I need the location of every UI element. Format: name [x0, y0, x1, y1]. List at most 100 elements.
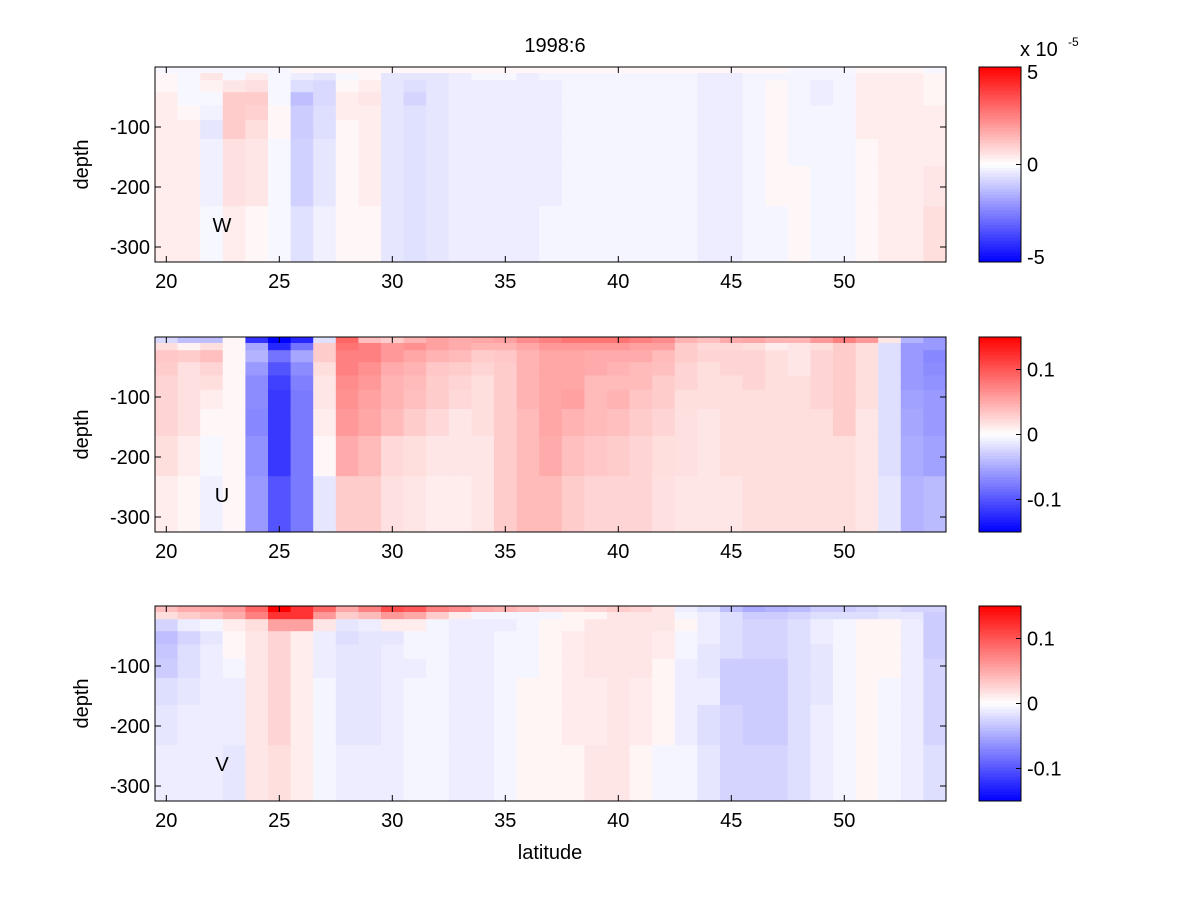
heatmap-cell — [561, 139, 585, 167]
heatmap-cell — [290, 389, 314, 410]
heatmap-cell — [697, 343, 721, 351]
heatmap-cell — [787, 612, 811, 620]
x-tick-label: 25 — [268, 271, 290, 293]
heatmap-cell — [742, 631, 766, 645]
colorbar-segment — [979, 112, 1021, 117]
heatmap-cell — [810, 658, 834, 679]
heatmap-cell — [584, 67, 608, 74]
heatmap-cell — [878, 139, 902, 167]
heatmap-cell — [855, 658, 879, 679]
colorbar-segment — [979, 727, 1021, 732]
heatmap-cell — [245, 92, 269, 106]
colorbar-segment — [979, 391, 1021, 396]
heatmap-cell — [652, 343, 676, 351]
colorbar-segment — [979, 385, 1021, 390]
heatmap-cell — [200, 105, 224, 121]
heatmap-cell — [810, 619, 834, 632]
heatmap-cell — [674, 389, 698, 410]
heatmap-cell — [471, 619, 495, 632]
heatmap-cell — [787, 166, 811, 207]
heatmap-cell — [787, 658, 811, 679]
heatmap-cell — [403, 644, 427, 660]
heatmap-cell — [177, 92, 201, 106]
heatmap-cell — [358, 350, 382, 363]
colorbar-segment — [979, 70, 1021, 74]
heatmap-cell — [448, 92, 472, 106]
heatmap-cell — [833, 644, 857, 660]
colorbar-segment — [979, 185, 1021, 190]
colorbar-segment — [979, 76, 1021, 80]
heatmap-cell — [561, 619, 585, 632]
heatmap-cell — [335, 745, 359, 802]
heatmap-cell — [584, 612, 608, 620]
heatmap-cell — [426, 631, 450, 645]
heatmap-cell — [629, 119, 653, 140]
heatmap-cell — [381, 745, 405, 802]
heatmap-cell — [765, 343, 789, 351]
colorbar-tick-label: -5 — [1027, 247, 1045, 269]
panel-u: 20 25 30 35 40 45 50 -100 -200 -300 depth U 0.1 0 -0.1 — [71, 336, 1061, 563]
heatmap-cell — [290, 343, 314, 351]
heatmap-cell — [335, 658, 359, 679]
heatmap-cell — [787, 678, 811, 706]
heatmap-cell — [494, 80, 518, 93]
heatmap-cell — [900, 337, 924, 344]
colorbar-tick-label: 0 — [1027, 425, 1038, 447]
heatmap-cell — [516, 362, 540, 376]
colorbar-segment — [979, 194, 1021, 199]
heatmap-cell — [629, 409, 653, 437]
heatmap-cell — [335, 644, 359, 660]
colorbar-segment — [979, 204, 1021, 208]
heatmap-cell — [765, 678, 789, 706]
heatmap-cell — [787, 92, 811, 106]
heatmap-cell — [787, 606, 811, 613]
heatmap-cell — [403, 139, 427, 167]
heatmap-cell — [561, 389, 585, 410]
panel-label: W — [213, 215, 232, 237]
heatmap-cell — [516, 705, 540, 746]
heatmap-cell — [448, 105, 472, 121]
heatmap-cell — [335, 362, 359, 376]
heatmap-cell — [697, 80, 721, 93]
heatmap-cell — [245, 678, 269, 706]
heatmap-cell — [403, 73, 427, 81]
colorbar-segment — [979, 258, 1021, 263]
heatmap-cell — [584, 389, 608, 410]
heatmap-cell — [878, 644, 902, 660]
heatmap-cell — [810, 92, 834, 106]
heatmap-cell — [358, 73, 382, 81]
heatmap-cell — [652, 92, 676, 106]
heatmap-cell — [810, 745, 834, 802]
heatmap-cell — [403, 375, 427, 391]
heatmap-cell — [607, 705, 631, 746]
colorbar-segment — [979, 249, 1021, 254]
heatmap-cell — [742, 436, 766, 477]
heatmap-cell — [471, 745, 495, 802]
heatmap-cell — [177, 705, 201, 746]
heatmap-cell — [742, 606, 766, 613]
heatmap-cell — [878, 119, 902, 140]
heatmap-cell — [358, 678, 382, 706]
heatmap-cell — [561, 644, 585, 660]
heatmap-cell — [290, 644, 314, 660]
heatmap-cell — [313, 105, 337, 121]
heatmap-cell — [787, 476, 811, 533]
heatmap-cell — [222, 606, 246, 613]
heatmap-cell — [720, 73, 744, 81]
heatmap-cell — [629, 436, 653, 477]
heatmap-cell — [539, 658, 563, 679]
heatmap-cell — [290, 409, 314, 437]
heatmap-cell — [403, 362, 427, 376]
heatmap-cell — [900, 745, 924, 802]
heatmap-cell — [155, 678, 179, 706]
heatmap-cell — [742, 658, 766, 679]
heatmap-cell — [448, 343, 472, 351]
colorbar-segment — [979, 140, 1021, 144]
heatmap-cell — [697, 678, 721, 706]
heatmap-cell — [200, 139, 224, 167]
heatmap-cell — [516, 612, 540, 620]
heatmap-cell — [878, 606, 902, 613]
heatmap-cell — [539, 619, 563, 632]
heatmap-cell — [268, 343, 292, 351]
colorbar-segment — [979, 213, 1021, 217]
